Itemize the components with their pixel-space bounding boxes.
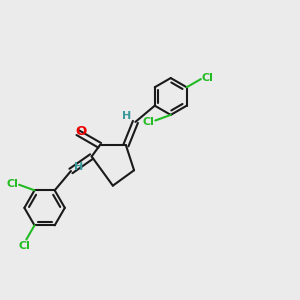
Text: Cl: Cl xyxy=(143,117,155,127)
Text: Cl: Cl xyxy=(201,73,213,83)
Text: Cl: Cl xyxy=(7,179,19,189)
Text: Cl: Cl xyxy=(19,241,31,251)
Text: H: H xyxy=(122,111,131,121)
Text: H: H xyxy=(74,161,83,172)
Text: O: O xyxy=(76,125,87,138)
